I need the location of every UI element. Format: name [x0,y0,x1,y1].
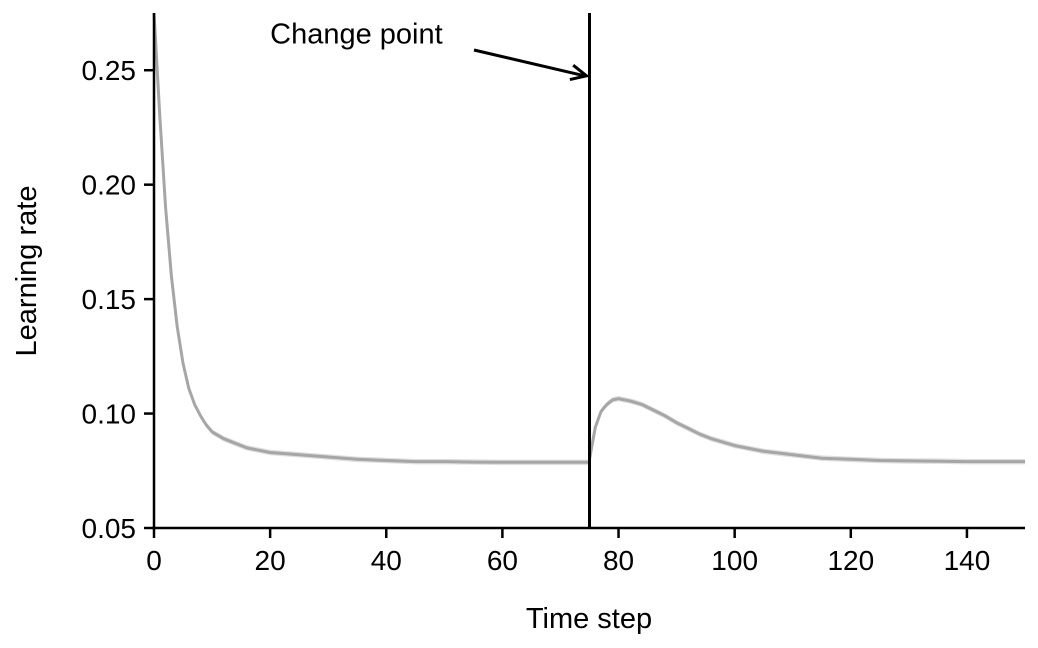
x-tick-label: 0 [146,545,162,576]
x-tick-label: 140 [944,545,991,576]
y-tick-label: 0.20 [82,170,137,201]
y-tick-label: 0.05 [82,513,137,544]
x-tick-label: 40 [371,545,402,576]
x-tick-label: 100 [711,545,758,576]
annotation-arrow-shaft [473,48,585,78]
y-tick-label: 0.25 [82,55,137,86]
x-tick-label: 20 [255,545,286,576]
data-layer [152,10,1025,528]
x-axis-label: Time step [526,603,652,635]
change-point-annotation-text: Change point [270,19,443,51]
x-tick-label: 60 [487,545,518,576]
y-axis-label: Learning rate [11,186,43,357]
x-tick-label: 120 [827,545,874,576]
annotation-arrow-head [569,64,590,82]
annotation-arrow [473,48,590,82]
x-tick-label: 80 [603,545,634,576]
y-tick-label: 0.10 [82,399,137,430]
axes-layer: 0 20 40 60 80 100 120 140 0.05 0.10 0.15 0.20 0.25 [82,13,1025,576]
y-tick-label: 0.15 [82,284,137,315]
